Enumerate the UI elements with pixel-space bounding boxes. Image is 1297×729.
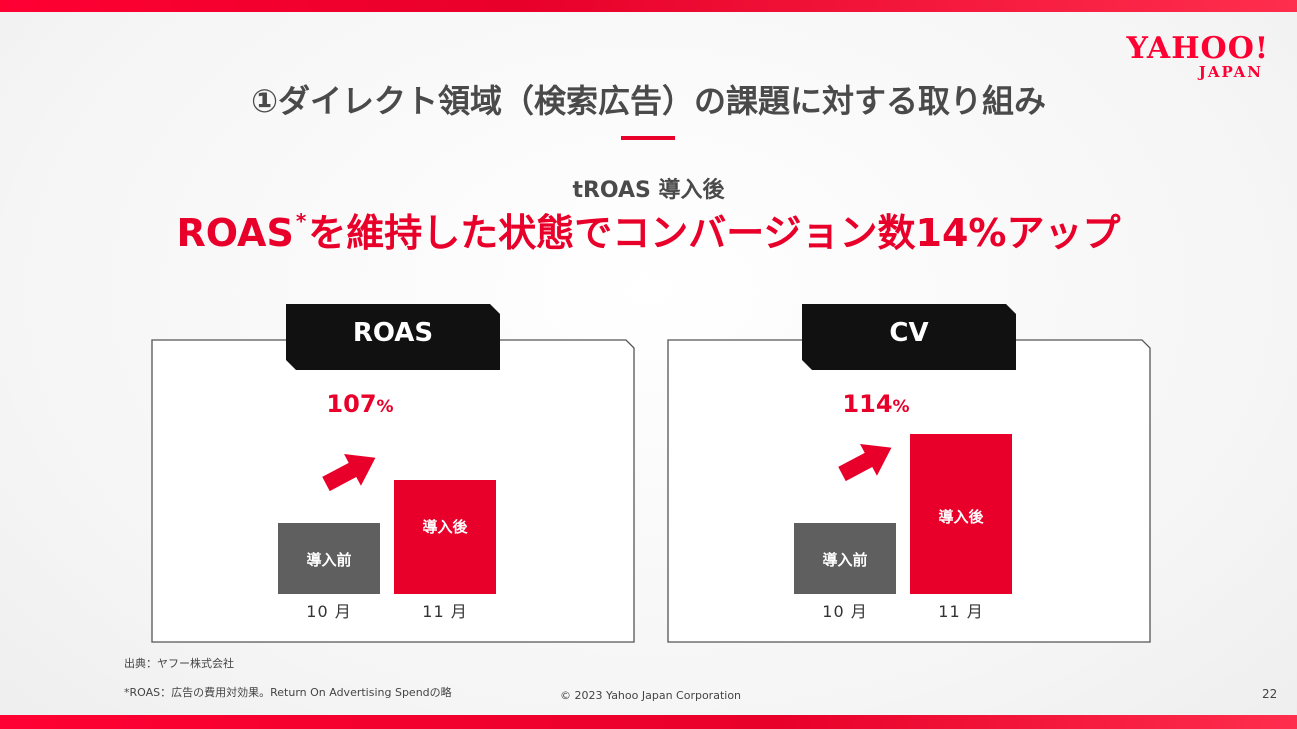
bar-before xyxy=(794,523,896,594)
footnote: *ROAS：広告の費用対効果。Return On Advertising Spe… xyxy=(124,686,452,699)
increase-arrow-icon xyxy=(838,444,892,482)
headline-asterisk: * xyxy=(295,209,307,233)
chart-svg-0 xyxy=(151,304,635,643)
page-number: 22 xyxy=(1262,687,1278,701)
x-tick-label: 10 月 xyxy=(306,602,352,621)
bar-before xyxy=(278,523,380,594)
change-unit: % xyxy=(376,397,394,417)
headline-rest: を維持した状態でコンバージョン数14%アップ xyxy=(308,211,1121,255)
x-tick-label: 11 月 xyxy=(938,602,984,621)
bar-after xyxy=(394,480,496,594)
logo-line2: JAPAN xyxy=(1198,63,1263,81)
change-percent: 114% xyxy=(816,390,936,418)
panel-frame xyxy=(667,339,1151,643)
change-value: 107 xyxy=(326,390,377,418)
slide-subtitle: tROAS 導入後 xyxy=(572,178,725,203)
bar-before-label: 導入前 xyxy=(306,550,352,569)
roas-panel: ROAS 導入前 10 月 導入後 11 月 107% xyxy=(150,302,636,644)
x-tick-label: 10 月 xyxy=(822,602,868,621)
bar-before-label: 導入前 xyxy=(822,550,868,569)
change-unit: % xyxy=(892,397,910,417)
slide-title: ①ダイレクト領域（検索広告）の課題に対する取り組み xyxy=(250,82,1047,120)
panel-tab-label: CV xyxy=(889,318,929,348)
x-tick-label: 11 月 xyxy=(422,602,468,621)
yahoo-japan-logo: YAHOO! JAPAN xyxy=(1126,31,1269,81)
change-percent: 107% xyxy=(300,390,420,418)
increase-arrow-icon xyxy=(322,454,376,492)
panel-tab xyxy=(286,304,500,370)
panel-tab-label: ROAS xyxy=(352,318,434,348)
bar-after-label: 導入後 xyxy=(422,518,468,536)
bar-after-label: 導入後 xyxy=(938,508,984,526)
panel-frame xyxy=(151,339,635,643)
headline-roas: ROAS xyxy=(176,211,294,255)
chart-svg-1 xyxy=(667,304,1151,643)
bottom-accent-bar xyxy=(0,715,1297,729)
title-underline xyxy=(621,136,675,140)
bar-after xyxy=(910,434,1012,594)
source-note: 出典：ヤフー株式会社 xyxy=(124,657,234,670)
headline: ROAS *を維持した状態でコンバージョン数14%アップ xyxy=(0,202,1297,257)
logo-line1: YAHOO! xyxy=(1126,31,1269,66)
panel-tab xyxy=(802,304,1016,370)
copyright: © 2023 Yahoo Japan Corporation xyxy=(560,689,742,702)
change-value: 114 xyxy=(842,390,893,418)
top-accent-bar xyxy=(0,0,1297,12)
cv-panel: CV 導入前 10 月 導入後 11 月 114% xyxy=(666,302,1152,644)
